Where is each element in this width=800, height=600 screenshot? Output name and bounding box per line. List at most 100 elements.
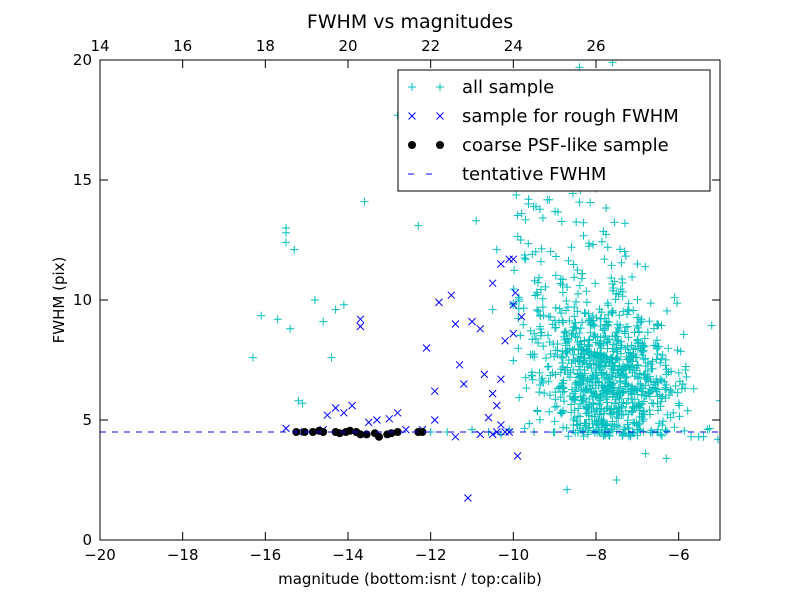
all-sample-point: [608, 408, 617, 417]
all-sample-point: [705, 424, 714, 433]
rough-fwhm-point: [348, 401, 356, 410]
all-sample-point: [528, 335, 537, 344]
all-sample-point: [567, 331, 576, 340]
all-sample-point: [689, 384, 698, 393]
all-sample-point: [514, 304, 523, 313]
all-sample-point: [624, 410, 633, 419]
all-sample-point: [528, 375, 537, 384]
all-sample-point: [596, 314, 605, 323]
all-sample-point: [567, 400, 576, 409]
rough-fwhm-point: [468, 317, 476, 326]
all-sample-point: [585, 342, 594, 351]
rough-fwhm-point: [509, 329, 518, 338]
all-sample-point: [616, 349, 625, 358]
all-sample-point: [628, 368, 637, 377]
all-sample-point: [636, 380, 645, 389]
all-sample-point: [623, 420, 632, 429]
all-sample-point: [657, 376, 666, 385]
all-sample-point: [563, 303, 572, 312]
all-sample-point: [609, 340, 618, 349]
all-sample-point: [594, 394, 603, 403]
all-sample-point: [538, 214, 547, 223]
all-sample-point: [667, 367, 676, 376]
all-sample-point: [576, 324, 585, 333]
all-sample-point: [510, 266, 519, 275]
y-tick-label: 0: [82, 531, 92, 549]
all-sample-point: [561, 327, 570, 336]
rough-fwhm-point: [517, 312, 526, 321]
all-sample-point: [580, 358, 589, 367]
all-sample-point: [647, 399, 656, 408]
all-sample-point: [575, 340, 584, 349]
all-sample-point: [310, 296, 319, 304]
all-sample-point: [627, 382, 636, 391]
all-sample-point: [625, 354, 634, 363]
psf-like-point: [346, 426, 355, 435]
all-sample-point: [599, 432, 608, 441]
all-sample-point: [580, 336, 589, 345]
all-sample-point: [599, 333, 608, 342]
all-sample-point: [637, 347, 646, 356]
all-sample-point: [570, 323, 579, 332]
all-sample-point: [673, 299, 682, 308]
psf-like-point: [308, 428, 317, 436]
all-sample-point: [599, 409, 608, 418]
all-sample-point: [595, 363, 604, 372]
all-sample-point: [569, 260, 578, 269]
top-tick-label: 20: [338, 37, 357, 55]
all-sample-point: [661, 426, 670, 435]
all-sample-point: [528, 371, 537, 380]
psf-like-point: [375, 432, 383, 441]
all-sample-point: [597, 237, 606, 246]
all-sample-point: [658, 417, 667, 426]
all-sample-point: [646, 360, 655, 369]
all-sample-point: [632, 321, 641, 330]
all-sample-point: [673, 388, 682, 397]
all-sample-point: [561, 306, 570, 315]
all-sample-point: [595, 392, 604, 401]
all-sample-point: [576, 412, 585, 421]
all-sample-point: [530, 350, 539, 359]
all-sample-point: [655, 419, 664, 428]
all-sample-point: [576, 419, 585, 428]
all-sample-point: [527, 371, 536, 380]
rough-fwhm-point: [455, 360, 464, 369]
all-sample-point: [622, 372, 631, 381]
all-sample-point: [657, 321, 666, 330]
all-sample-point: [298, 399, 307, 408]
legend-item: coarse PSF-like sample: [408, 135, 669, 156]
all-sample-point: [629, 306, 638, 315]
rough-fwhm-point: [488, 279, 497, 288]
all-sample-point: [591, 279, 600, 288]
all-sample-point: [624, 380, 633, 389]
all-sample-point: [492, 245, 501, 254]
all-sample-point: [610, 218, 619, 227]
all-sample-point: [630, 419, 639, 428]
all-sample-point: [528, 250, 537, 259]
all-sample-point: [488, 305, 497, 314]
all-sample-point: [680, 426, 689, 435]
x-tick-label: −16: [250, 546, 282, 564]
all-sample-point: [614, 290, 623, 299]
rough-fwhm-point: [451, 432, 460, 441]
all-sample-point: [612, 289, 621, 298]
all-sample-point: [640, 373, 649, 382]
all-sample-point: [602, 338, 611, 347]
all-sample-point: [634, 323, 643, 332]
legend-box: [397, 69, 711, 192]
all-sample-point: [679, 330, 688, 339]
x-axis-label: magnitude (bottom:isnt / top:calib): [278, 570, 542, 588]
legend-marker: [408, 141, 416, 149]
all-sample-point: [657, 394, 666, 403]
top-tick-label: 18: [256, 37, 275, 55]
all-sample-point: [652, 355, 661, 364]
all-sample-point: [595, 362, 604, 371]
all-sample-point: [681, 384, 690, 393]
all-sample-point: [583, 374, 592, 383]
all-sample-point: [515, 393, 524, 402]
x-tick-label: −12: [415, 546, 447, 564]
rough-fwhm-point: [488, 430, 497, 439]
all-sample-point: [536, 325, 545, 334]
all-sample-point: [585, 400, 594, 409]
